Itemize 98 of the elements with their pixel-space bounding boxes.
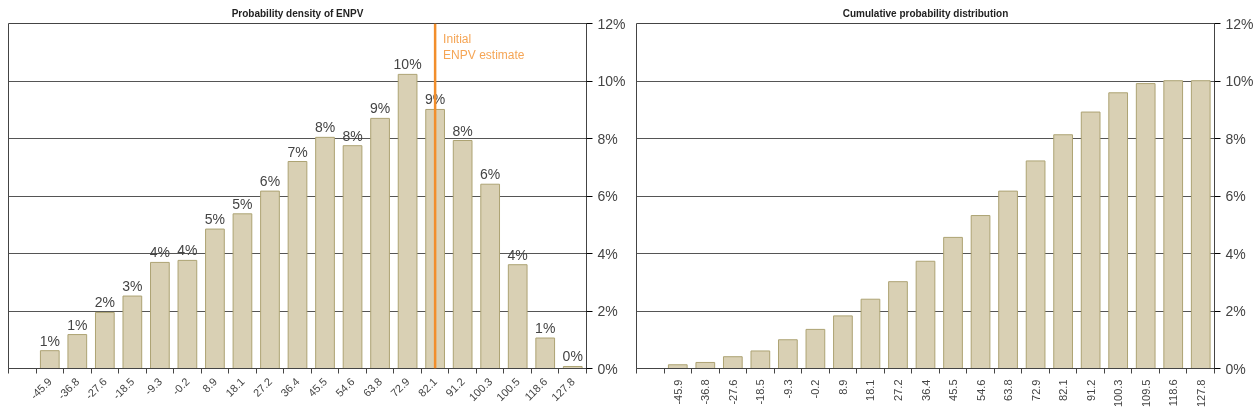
x-tick-label: -36.8: [699, 379, 712, 405]
bar: [535, 337, 556, 369]
data-label: 8%: [452, 122, 473, 139]
y-tick-label: 4%: [1225, 245, 1246, 262]
bar: [888, 281, 908, 369]
data-label: 7%: [287, 143, 308, 160]
bar: [397, 73, 418, 369]
y-tick-label: 8%: [597, 130, 618, 147]
chart-title: Probability density of ENPV: [231, 7, 364, 19]
bar: [287, 161, 308, 369]
x-tick-label: 18.1: [864, 379, 877, 401]
bar: [1108, 92, 1129, 369]
bar: [1190, 80, 1211, 369]
x-tick-label: -0.2: [169, 375, 192, 398]
y-tick-label: 12%: [597, 15, 626, 32]
bar: [805, 328, 826, 369]
y-tick-label: 4%: [597, 245, 618, 262]
x-tick-label: 18.1: [223, 375, 247, 399]
y-tick-label: 8%: [1225, 130, 1246, 147]
x-tick-label: 63.8: [360, 375, 385, 399]
bar: [480, 183, 501, 369]
y-tick-label: 2%: [597, 303, 618, 319]
bar: [260, 190, 280, 369]
data-label: 6%: [259, 173, 281, 190]
bar: [833, 315, 853, 369]
bar: [750, 350, 771, 369]
x-tick-label: 27.2: [891, 379, 904, 401]
x-tick-label: -0.2: [809, 379, 822, 399]
y-tick-label: 0%: [597, 360, 618, 377]
bar: [778, 339, 798, 369]
bar: [1163, 80, 1184, 369]
x-tick-label: 127.8: [1194, 379, 1207, 408]
data-label: 0%: [562, 348, 583, 365]
bar: [1053, 134, 1073, 369]
bar: [315, 136, 335, 369]
data-label: 1%: [39, 332, 60, 349]
data-label: 5%: [232, 195, 253, 212]
x-tick-label: -9.3: [142, 375, 165, 398]
x-tick-label: -18.5: [754, 379, 767, 405]
x-tick-label: -45.9: [671, 379, 684, 405]
bar: [1080, 111, 1101, 369]
x-tick-label: -27.6: [726, 379, 739, 405]
x-tick-label: 8.9: [199, 375, 220, 395]
x-tick-label: 118.6: [1167, 379, 1180, 407]
data-label: 1%: [67, 316, 88, 333]
bar: [970, 215, 991, 369]
bar: [1025, 160, 1046, 369]
y-tick-label: 6%: [1225, 188, 1246, 204]
y-tick-label: 2%: [1225, 303, 1246, 319]
y-tick-label: 12%: [1225, 15, 1254, 32]
bar: [370, 117, 390, 369]
chart-title: Cumulative probability distribution: [842, 7, 1009, 19]
x-tick-label: 45.5: [305, 375, 330, 399]
x-tick-label: 8.9: [836, 379, 849, 395]
data-label: 8%: [314, 119, 336, 136]
bar: [860, 298, 881, 369]
x-tick-label: 45.5: [947, 379, 960, 401]
bar: [177, 259, 198, 369]
data-label: 9%: [369, 100, 391, 117]
data-label: 6%: [480, 166, 501, 183]
x-tick-label: 82.1: [415, 375, 440, 399]
bar: [452, 140, 473, 369]
x-tick-label: 36.4: [919, 379, 932, 401]
bar: [205, 228, 225, 369]
y-tick-label: 10%: [597, 73, 626, 89]
data-label: 10%: [393, 56, 422, 73]
bar: [342, 145, 363, 369]
bar: [667, 364, 688, 369]
data-label: 5%: [204, 211, 226, 228]
bar: [722, 356, 743, 369]
x-tick-label: 82.1: [1057, 379, 1070, 401]
bar: [998, 190, 1018, 369]
ref-line-label: Initial ENPV estimate: [443, 31, 525, 63]
data-label: 2%: [94, 294, 115, 311]
y-tick-label: 6%: [597, 188, 618, 204]
y-tick-label: 0%: [1225, 360, 1246, 377]
bar: [915, 260, 936, 369]
bar: [695, 361, 716, 369]
y-tick-label: 10%: [1225, 73, 1254, 89]
x-tick-label: 54.6: [974, 379, 987, 401]
x-tick-label: 72.9: [388, 375, 412, 399]
x-tick-label: -9.3: [781, 379, 794, 399]
bar: [67, 334, 88, 369]
data-label: 1%: [535, 320, 556, 337]
bar: [1135, 83, 1156, 369]
x-tick-label: 72.9: [1029, 379, 1042, 401]
bar: [943, 236, 963, 369]
bar: [94, 311, 115, 369]
bar: [507, 264, 528, 369]
x-tick-label: 109.5: [1139, 379, 1152, 408]
x-tick-label: 63.8: [1002, 379, 1015, 401]
data-label: 3%: [122, 278, 143, 295]
x-tick-label: 91.2: [1084, 379, 1097, 401]
bar: [150, 261, 170, 369]
bar: [232, 213, 253, 369]
bar: [122, 295, 143, 369]
x-tick-label: 100.3: [1112, 379, 1125, 408]
bar: [39, 350, 60, 369]
